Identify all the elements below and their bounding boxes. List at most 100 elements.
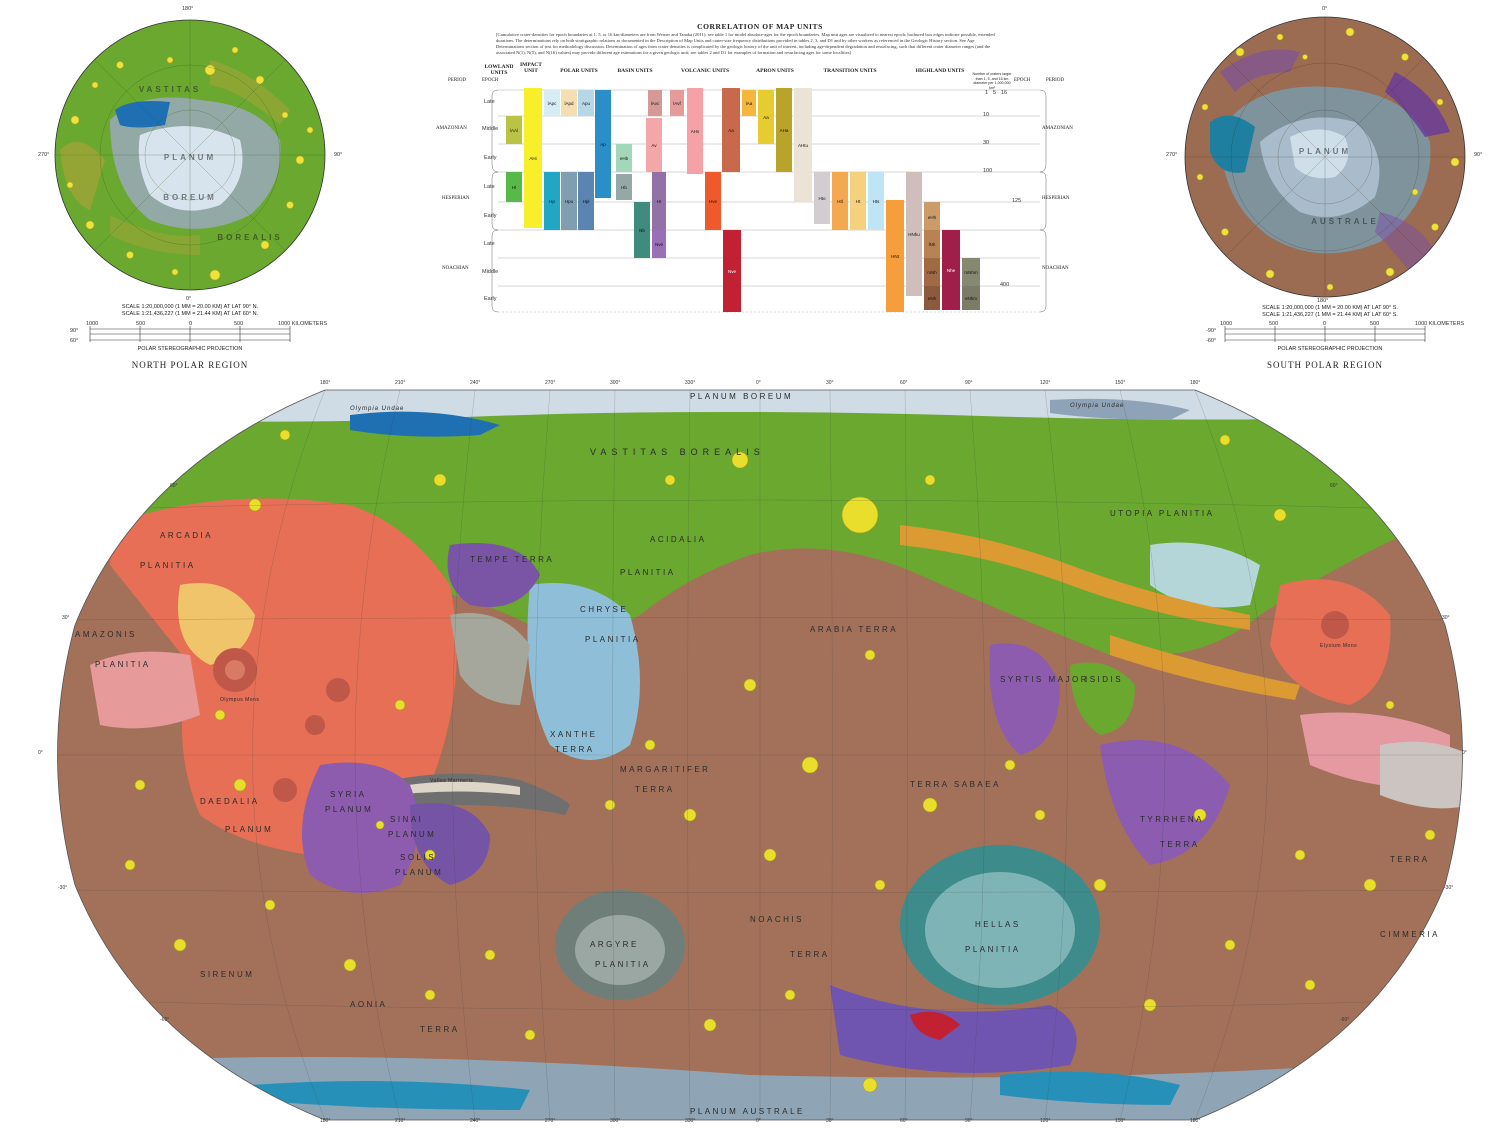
unit-box: HNhu — [906, 172, 922, 296]
unit-box: eHh — [924, 202, 940, 232]
place-argyre: ARGYRE — [590, 940, 639, 949]
lon-label: 0° — [756, 1118, 761, 1124]
global-map: PLANUM BOREUM VASTITAS BOREALIS ACIDALIA… — [38, 380, 1470, 1125]
lat-label: -30° — [58, 885, 68, 891]
lat-label: 60° — [170, 483, 178, 489]
epoch-1: Middle — [482, 126, 499, 132]
north-scale-right: 1000 KILOMETERS — [278, 321, 328, 327]
lat-label: -30° — [1444, 885, 1454, 891]
unit-box: lAvf — [670, 90, 684, 116]
unit-box: AHv — [687, 88, 703, 174]
north-place-vastitas: VASTITAS — [139, 85, 201, 94]
unit-box: lApc — [544, 90, 560, 116]
period-hesperian-right: HESPERIAN — [1042, 196, 1070, 201]
lon-label: 150° — [1115, 1118, 1126, 1124]
north-place-borealis: BOREALIS — [217, 233, 282, 242]
epoch-2: Early — [484, 155, 497, 161]
place-aonia: AONIA — [350, 1000, 388, 1009]
epoch-4: Early — [484, 213, 497, 219]
south-label-left: 270° — [1166, 152, 1178, 158]
map-place-labels: PLANUM BOREUM VASTITAS BOREALIS ACIDALIA… — [50, 385, 1470, 1125]
place-amazonis-planitia: PLANITIA — [95, 660, 151, 669]
south-scale-mid1: 500 — [1269, 321, 1279, 327]
correlation-chart: LOWLAND UNITS IMPACT UNIT POLAR UNITS BA… — [436, 62, 1080, 314]
place-tyrrhena-terra: TERRA — [1160, 840, 1200, 849]
south-scale-lat2: -60° — [1206, 338, 1217, 344]
unit-box: lNh — [924, 230, 940, 258]
north-projection: POLAR STEREOGRAPHIC PROJECTION — [137, 346, 243, 352]
south-scale-left: 1000 — [1220, 321, 1233, 327]
lat-label: -60° — [160, 1017, 170, 1023]
lon-label: 0° — [756, 380, 761, 386]
lon-label: 300° — [610, 380, 621, 386]
unit-box: mNhm — [962, 258, 980, 286]
density-2: 100 — [983, 168, 993, 174]
place-chryse: CHRYSE — [580, 605, 629, 614]
place-daedalia: DAEDALIA — [200, 797, 260, 806]
north-scale-zero: 0 — [189, 321, 193, 327]
lon-label: 240° — [470, 380, 481, 386]
place-tyrrhena: TYRRHENA — [1140, 815, 1205, 824]
lon-label: 30° — [826, 380, 834, 386]
correlation-title: CORRELATION OF MAP UNITS — [697, 22, 823, 31]
period-header-right: PERIOD — [1046, 78, 1065, 83]
place-planum-boreum: PLANUM BOREUM — [690, 392, 794, 401]
unit-box: AHa — [776, 88, 792, 172]
global-map-svg — [57, 389, 1463, 1121]
unit-box: HNt — [886, 200, 904, 312]
place-cimmeria: CIMMERIA — [1380, 930, 1440, 939]
lat-labels-right: 60° 30° 0° -30° -60° — [1330, 385, 1470, 1125]
south-polar-svg: PLANUM AUSTRALE — [1184, 16, 1466, 298]
unit-box: Hl — [506, 172, 522, 202]
lat-label: 30° — [62, 615, 70, 621]
density-5: 400 — [1000, 282, 1010, 288]
place-solis: SOLIS — [400, 853, 437, 862]
unit-box: Aa — [722, 88, 740, 172]
lat-label: 30° — [1442, 615, 1450, 621]
lon-label: 330° — [685, 1118, 696, 1124]
period-amazonian: AMAZONIAN — [436, 126, 467, 131]
place-hellas: HELLAS — [975, 920, 1021, 929]
unit-box: Apu — [578, 90, 594, 116]
south-polar-map: PLANUM AUSTRALE — [1180, 12, 1470, 302]
place-margaritifer: MARGARITIFER — [620, 765, 711, 774]
north-polar-svg: PLANUM BOREUM VASTITAS BOREALIS — [54, 19, 326, 291]
unit-box: lAvc — [648, 90, 662, 116]
place-syria-planum: PLANUM — [325, 805, 374, 814]
south-scale-zero: 0 — [1323, 321, 1327, 327]
unit-box: Hr — [652, 172, 666, 230]
place-sirenum: SIRENUM — [200, 970, 255, 979]
place-xanthe: XANTHE — [550, 730, 598, 739]
unit-box: AHtu — [794, 88, 812, 202]
unit-box: eNh — [924, 286, 940, 310]
unit-box: Nve — [652, 230, 666, 258]
north-label-right: 90° — [334, 152, 343, 158]
place-argyre-planitia: PLANITIA — [595, 960, 651, 969]
south-scale-2: SCALE 1:21,436,227 (1 MM = 21.44 KM) AT … — [1262, 312, 1398, 318]
place-olympia-undae-2: Olympia Undae — [1070, 403, 1125, 409]
unit-box: Hts — [868, 172, 884, 230]
place-planum-australe: PLANUM AUSTRALE — [690, 1107, 805, 1116]
period-amazonian-right: AMAZONIAN — [1042, 126, 1073, 131]
lon-label: 270° — [545, 380, 556, 386]
north-region-title: NORTH POLAR REGION — [131, 360, 249, 370]
place-tempe-terra: TEMPE TERRA — [470, 555, 555, 564]
epoch-6: Middle — [482, 269, 499, 275]
unit-box: lAa — [742, 90, 756, 116]
epoch-header-right: EPOCH — [1014, 78, 1031, 83]
place-xanthe-terra: TERRA — [555, 745, 595, 754]
density-col-1: 1 — [985, 90, 989, 96]
period-hesperian: HESPERIAN — [442, 196, 470, 201]
north-scale-mid1: 500 — [136, 321, 146, 327]
lon-label: 150° — [1115, 380, 1126, 386]
group-lowland: LOWLAND UNITS — [484, 64, 514, 76]
epoch-3: Late — [484, 184, 495, 190]
north-label-top: 180° — [182, 6, 194, 12]
place-arcadia: ARCADIA — [160, 531, 214, 540]
lon-label: 180° — [1190, 380, 1201, 386]
south-place-planum: PLANUM — [1299, 147, 1351, 156]
south-scale-1: SCALE 1:20,000,000 (1 MM = 20.00 KM) AT … — [1262, 305, 1398, 311]
north-place-boreum: BOREUM — [163, 193, 217, 202]
unit-box: Ht — [850, 172, 866, 230]
north-place-planum: PLANUM — [164, 153, 216, 162]
